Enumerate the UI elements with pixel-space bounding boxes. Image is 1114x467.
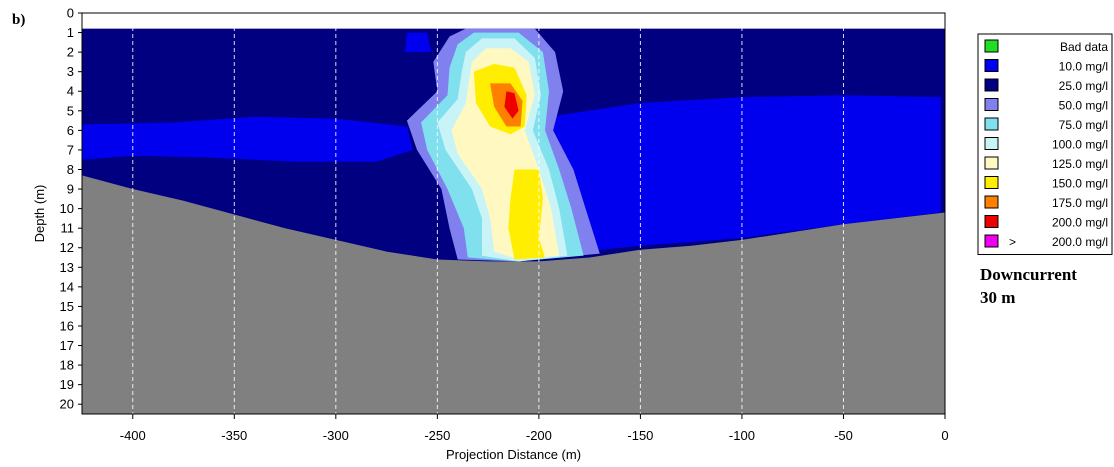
concentration-zone-1 (545, 95, 941, 252)
seabed (82, 175, 945, 414)
legend-swatch-3 (984, 98, 999, 111)
y-tick-label-7: 7 (67, 142, 74, 157)
legend-box (977, 33, 1113, 255)
y-tick-label-12: 12 (60, 240, 74, 255)
legend-swatch-10 (984, 234, 999, 248)
x-tick-label-3: -250 (424, 428, 450, 443)
legend-label-6: 125.0 mg/l (1052, 157, 1108, 171)
legend-label-10: 200.0 mg/l (1052, 235, 1108, 249)
x-axis-title: Projection Distance (m) (446, 447, 581, 462)
concentration-zone-8 (508, 169, 545, 260)
y-tick-label-17: 17 (60, 338, 74, 353)
x-tick-label-0: -400 (120, 428, 146, 443)
y-tick-label-16: 16 (60, 318, 74, 333)
legend-label-3: 50.0 mg/l (1059, 99, 1108, 113)
legend-label-2: 25.0 mg/l (1059, 79, 1108, 93)
y-tick-label-0: 0 (67, 6, 74, 21)
x-tick-label-6: -100 (729, 428, 755, 443)
y-tick-label-1: 1 (67, 25, 74, 40)
y-tick-label-14: 14 (60, 279, 74, 294)
caption-line-2: 30 m (980, 288, 1015, 307)
x-tick-label-1: -350 (221, 428, 247, 443)
x-tick-label-7: -50 (834, 428, 853, 443)
legend-label-1: 10.0 mg/l (1059, 60, 1108, 74)
legend-label-7: 150.0 mg/l (1052, 177, 1108, 191)
legend-swatch-1 (984, 59, 999, 72)
legend-symbol-10: > (1009, 235, 1016, 249)
y-tick-label-6: 6 (67, 123, 74, 138)
y-tick-label-18: 18 (60, 358, 74, 373)
y-tick-label-11: 11 (61, 221, 75, 236)
x-tick-label-5: -150 (627, 428, 653, 443)
plot-frame (81, 12, 946, 415)
y-tick-label-4: 4 (67, 84, 74, 99)
plot-area (81, 12, 946, 415)
legend-label-9: 200.0 mg/l (1052, 216, 1108, 230)
x-axis: -400 -350 -300 -250 -200 -150 -100 -50 0 (120, 414, 949, 443)
legend-swatch-9 (984, 215, 999, 228)
legend-swatch-7 (984, 176, 999, 189)
concentration-zone-2 (404, 32, 432, 53)
x-tick-label-2: -300 (323, 428, 349, 443)
panel-label: b) (12, 12, 25, 28)
y-axis-title: Depth (m) (32, 185, 47, 243)
y-tick-label-3: 3 (67, 64, 74, 79)
legend-label-5: 100.0 mg/l (1052, 138, 1108, 152)
y-tick-label-2: 2 (67, 45, 74, 60)
legend-swatch-8 (984, 195, 999, 209)
legend-swatch-5 (984, 137, 999, 150)
concentration-zone-10 (504, 91, 519, 119)
y-tick-label-10: 10 (60, 201, 74, 216)
x-tick-label-8: 0 (941, 428, 948, 443)
legend-label-0: Bad data (1060, 40, 1108, 54)
y-tick-label-5: 5 (67, 103, 74, 118)
legend-label-4: 75.0 mg/l (1059, 118, 1108, 132)
legend-swatch-4 (984, 117, 999, 131)
y-tick-label-15: 15 (60, 299, 74, 314)
y-tick-label-9: 9 (67, 182, 74, 197)
legend-swatch-6 (984, 156, 999, 170)
x-tick-label-4: -200 (526, 428, 552, 443)
y-tick-label-19: 19 (60, 377, 74, 392)
caption-line-1: Downcurrent (980, 265, 1077, 284)
legend-swatch-2 (984, 78, 999, 92)
y-tick-label-20: 20 (60, 397, 74, 412)
legend-label-8: 175.0 mg/l (1052, 196, 1108, 210)
legend: Bad data 10.0 mg/l 25.0 mg/l 50.0 mg/l 75.0 … (977, 33, 1113, 255)
legend-swatch-0 (984, 39, 999, 53)
concentration-zone-0 (82, 116, 413, 162)
y-tick-label-8: 8 (67, 162, 74, 177)
y-tick-label-13: 13 (60, 260, 74, 275)
